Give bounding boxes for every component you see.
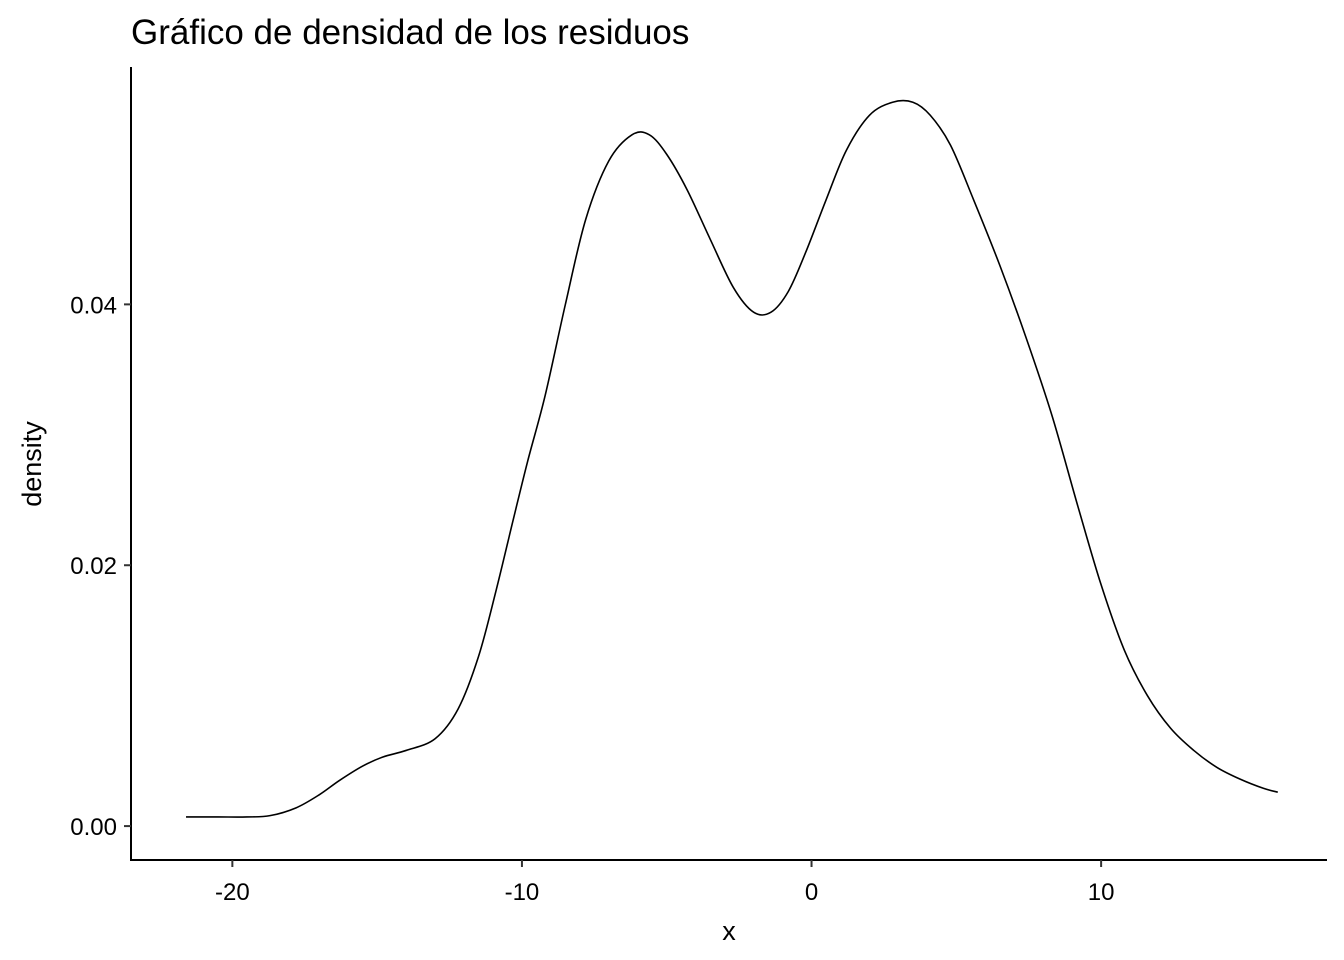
x-tick-label: 0 [805,879,818,906]
y-tick-label: 0.04 [70,292,117,319]
y-tick-label: 0.00 [70,814,117,841]
density-line [186,99,1278,818]
x-tick-label: -20 [215,879,250,906]
x-tick-label: 10 [1088,879,1115,906]
x-tick-label: -10 [505,879,540,906]
x-axis-ticks: -20 -10 0 10 [215,860,1114,906]
x-axis-title: x [722,916,736,946]
y-axis-title: density [17,421,47,507]
y-tick-label: 0.02 [70,553,117,580]
chart-title: Gráfico de densidad de los residuos [131,13,689,52]
y-axis-ticks: 0.00 0.02 0.04 [70,292,131,841]
plot-area [186,99,1278,818]
